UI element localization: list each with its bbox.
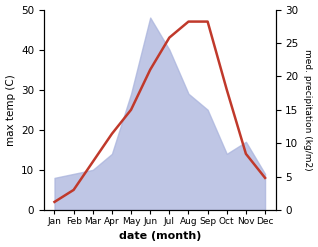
X-axis label: date (month): date (month): [119, 231, 201, 242]
Y-axis label: max temp (C): max temp (C): [5, 74, 16, 146]
Y-axis label: med. precipitation (kg/m2): med. precipitation (kg/m2): [303, 49, 313, 171]
